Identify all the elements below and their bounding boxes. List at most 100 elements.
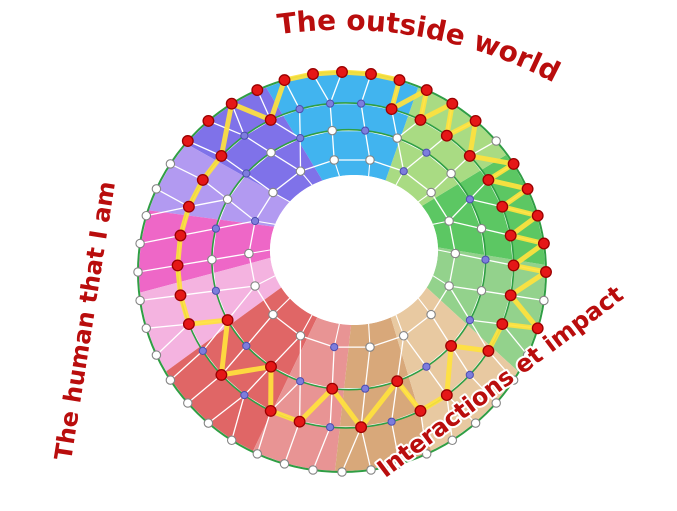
node-1-35[interactable] [394,459,405,469]
node-1-18[interactable] [165,159,176,169]
node-3-14[interactable] [211,286,220,295]
node-2-19[interactable] [182,318,195,331]
node-4-15[interactable] [398,331,409,341]
node-4-13[interactable] [330,343,339,352]
node-3-18[interactable] [296,377,305,386]
node-3-7[interactable] [327,125,337,136]
node-1-4[interactable] [507,157,520,170]
node-1-30[interactable] [252,449,263,459]
node-3-10[interactable] [242,169,251,178]
node-1-38[interactable] [470,418,481,428]
node-3-5[interactable] [392,133,402,143]
node-1-21[interactable] [135,238,145,249]
node-1-3[interactable] [521,182,534,195]
node-3-2[interactable] [465,195,474,204]
node-1-37[interactable] [447,435,458,446]
node-2-27[interactable] [387,417,396,426]
node-3-6[interactable] [361,126,370,135]
node-3-4[interactable] [422,148,431,157]
node-4-1[interactable] [444,216,454,226]
node-3-17[interactable] [265,360,277,373]
node-1-16[interactable] [202,114,215,127]
node-4-7[interactable] [268,187,278,198]
node-3-11[interactable] [222,194,233,205]
node-1-25[interactable] [151,350,162,360]
node-1-20[interactable] [141,210,152,221]
node-2-31[interactable] [482,344,495,357]
node-4-2[interactable] [426,187,436,198]
node-1-36[interactable] [421,449,432,459]
node-2-12[interactable] [240,131,249,140]
node-1-0[interactable] [540,266,552,278]
node-1-15[interactable] [225,97,238,110]
node-1-2[interactable] [531,209,544,222]
node-2-1[interactable] [504,229,517,242]
node-2-7[interactable] [385,103,398,116]
node-3-22[interactable] [422,362,431,371]
node-1-29[interactable] [226,435,237,446]
node-1-14[interactable] [251,84,264,97]
node-3-12[interactable] [211,224,220,233]
node-1-31[interactable] [279,459,290,469]
node-2-21[interactable] [215,368,228,381]
node-2-23[interactable] [264,404,277,417]
node-4-10[interactable] [250,281,260,291]
node-1-9[interactable] [393,74,406,87]
node-2-9[interactable] [326,99,335,108]
node-1-40[interactable] [508,375,519,385]
node-1-39[interactable] [491,398,501,408]
node-1-12[interactable] [307,68,319,80]
node-3-20[interactable] [361,384,370,393]
node-2-8[interactable] [357,99,366,108]
node-1-1[interactable] [537,237,550,250]
node-3-16[interactable] [242,341,251,350]
node-2-2[interactable] [496,200,509,213]
node-3-25[interactable] [476,286,487,296]
node-4-3[interactable] [399,167,408,176]
node-4-17[interactable] [444,281,454,291]
node-4-16[interactable] [426,309,436,320]
node-2-17[interactable] [171,259,184,272]
node-1-41[interactable] [522,350,533,360]
node-1-8[interactable] [420,84,433,97]
node-2-0[interactable] [507,259,520,272]
node-2-32[interactable] [496,318,509,331]
sector-pink-light[interactable] [139,257,282,372]
node-1-28[interactable] [203,418,214,428]
sector-blue[interactable] [265,72,419,181]
node-1-34[interactable] [366,465,376,475]
node-2-10[interactable] [295,105,304,114]
node-2-22[interactable] [240,391,249,400]
node-3-1[interactable] [476,223,487,234]
node-1-7[interactable] [446,97,459,110]
node-4-8[interactable] [251,216,260,226]
node-1-24[interactable] [141,323,152,334]
node-2-30[interactable] [465,370,474,379]
node-1-27[interactable] [183,398,193,408]
node-1-5[interactable] [491,136,501,146]
node-1-26[interactable] [165,375,176,385]
node-4-12[interactable] [295,331,306,341]
node-2-28[interactable] [414,404,427,417]
node-1-22[interactable] [133,267,143,277]
node-2-13[interactable] [215,149,228,162]
node-1-32[interactable] [308,465,318,475]
node-3-15[interactable] [221,314,234,327]
node-1-6[interactable] [469,114,482,127]
node-4-4[interactable] [365,155,375,165]
sector-magenta[interactable] [138,210,275,293]
node-2-16[interactable] [174,229,187,242]
node-2-3[interactable] [482,173,495,186]
node-1-10[interactable] [365,68,377,80]
node-4-5[interactable] [329,155,339,165]
node-2-26[interactable] [355,421,368,434]
node-3-23[interactable] [445,339,458,352]
node-2-14[interactable] [196,173,209,186]
node-4-6[interactable] [295,166,306,176]
node-1-17[interactable] [181,135,194,147]
node-3-9[interactable] [266,147,276,158]
node-2-4[interactable] [463,149,476,162]
node-2-11[interactable] [264,113,277,126]
node-3-0[interactable] [481,255,490,264]
node-3-3[interactable] [446,168,456,179]
